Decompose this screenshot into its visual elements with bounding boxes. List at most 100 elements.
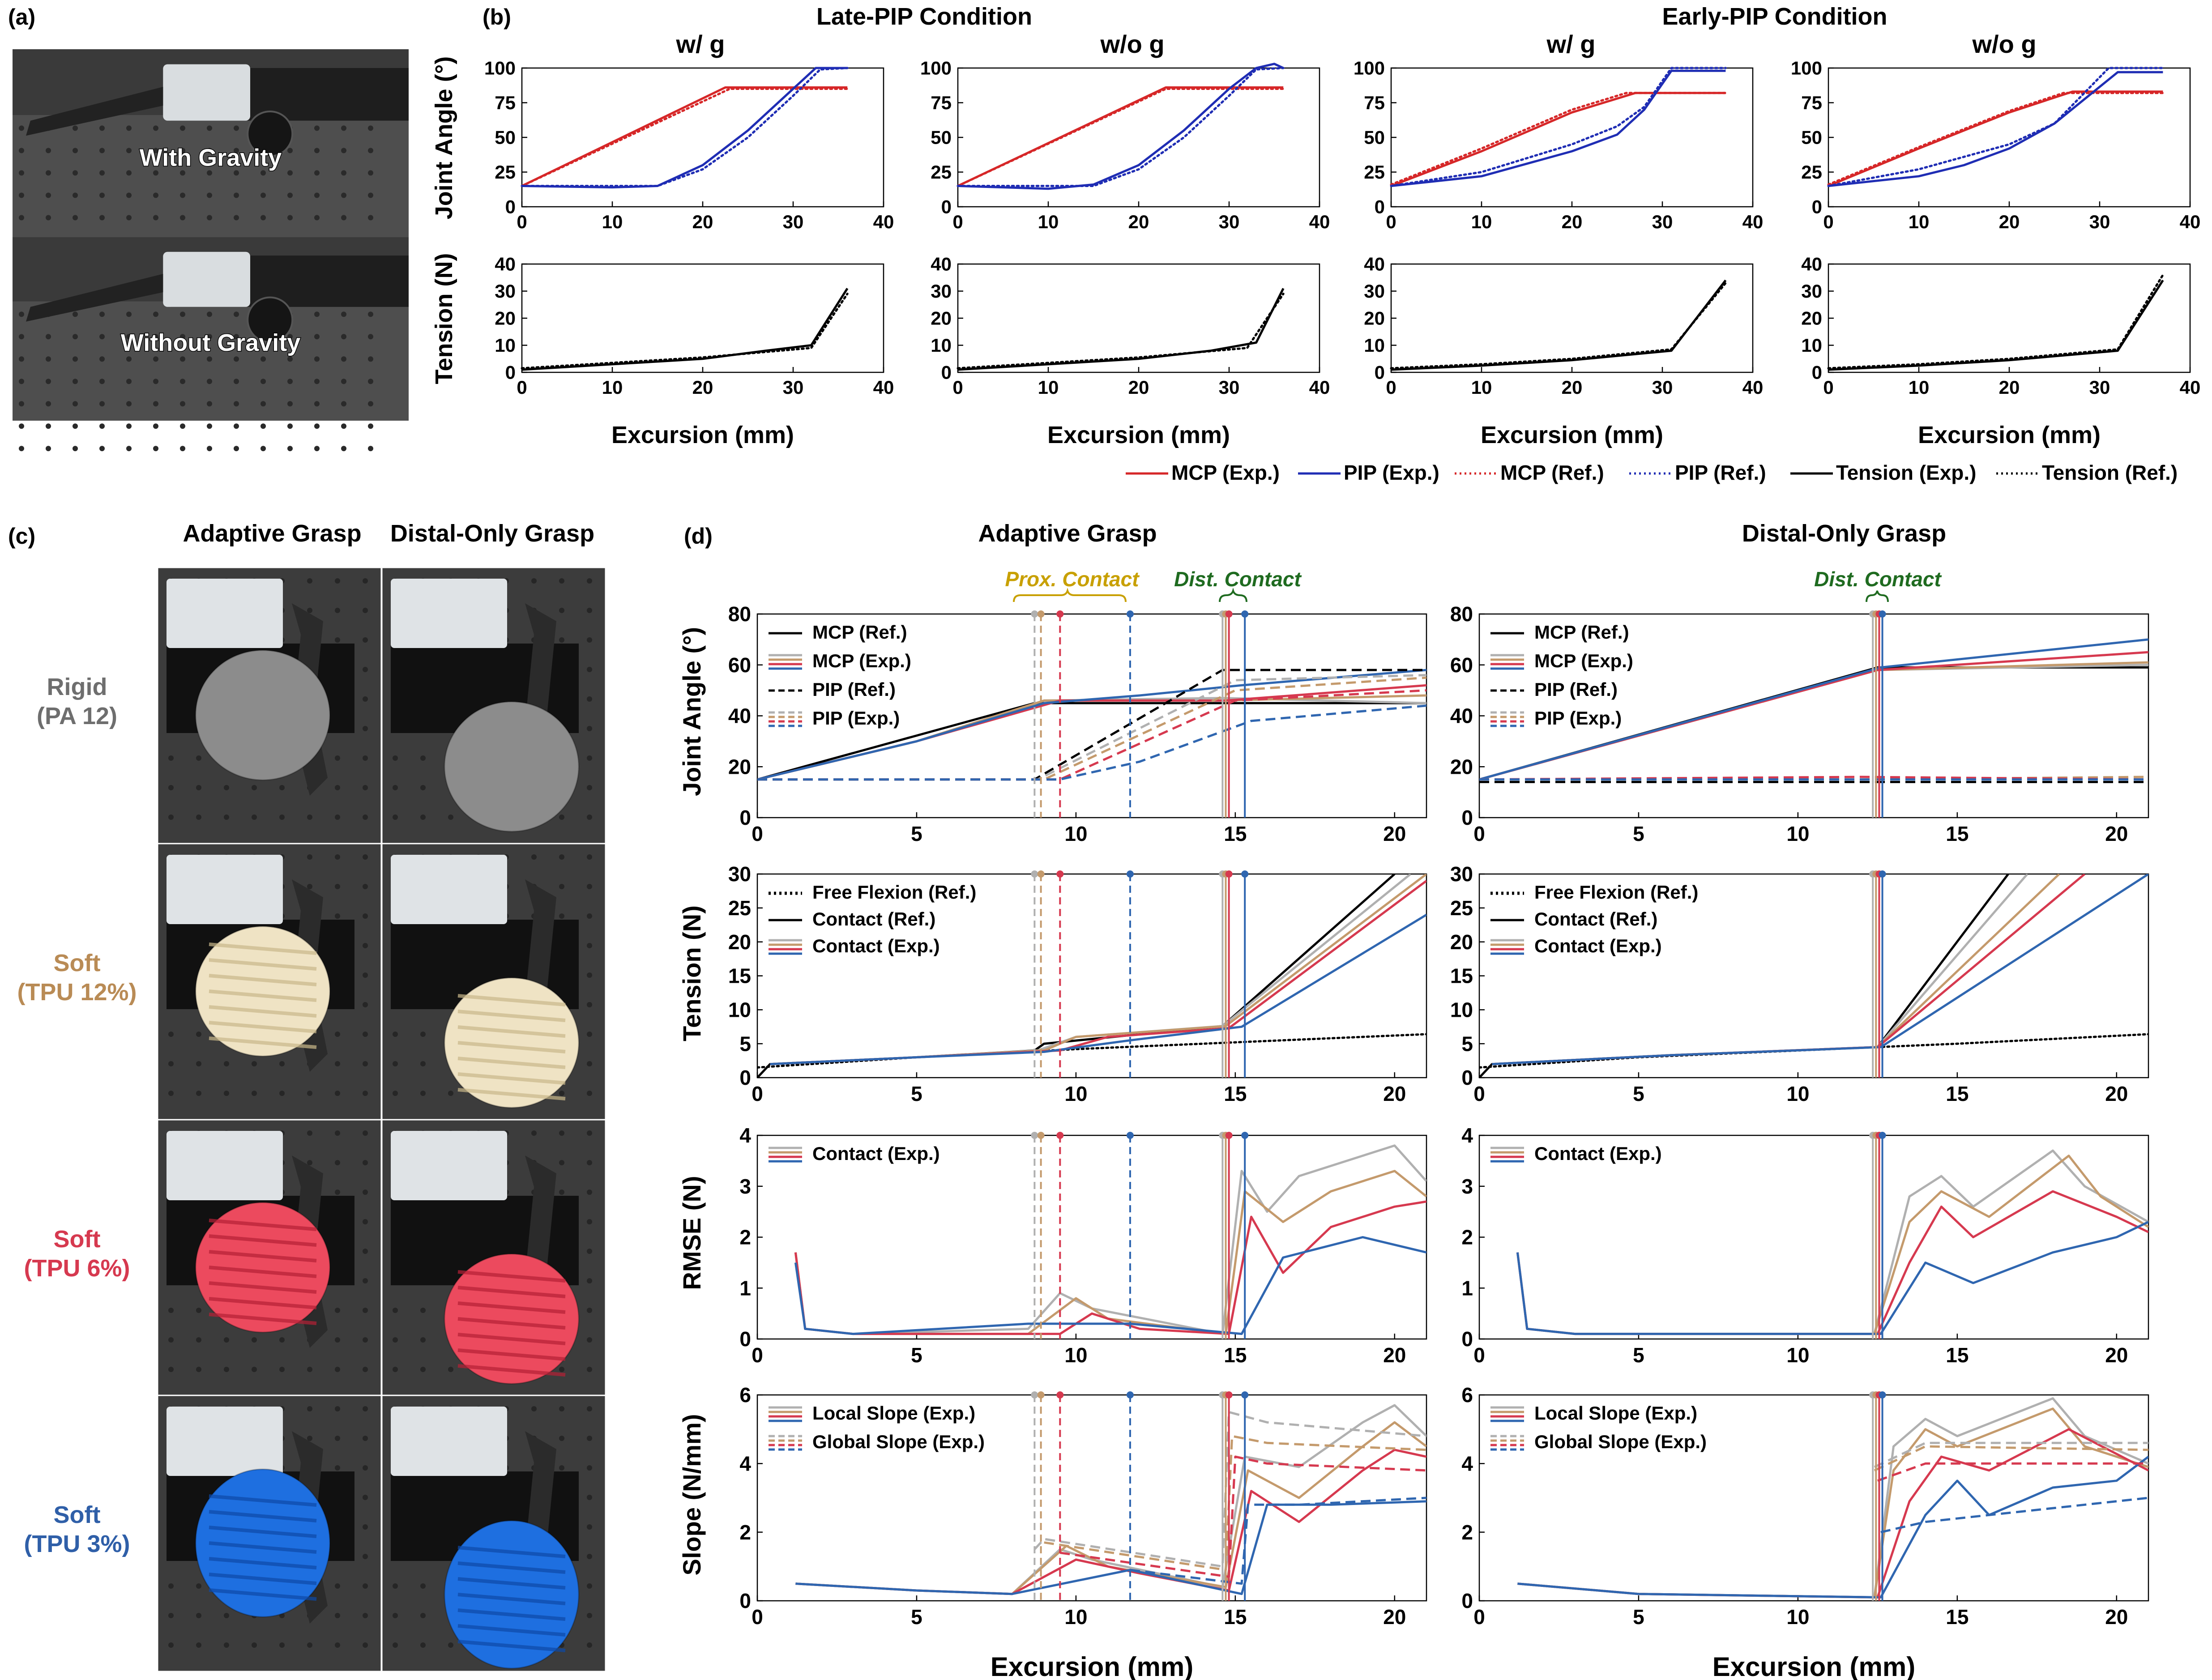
- series-line: [521, 88, 849, 187]
- series-line: [1828, 71, 2163, 187]
- x-tick-label: 20: [1383, 1343, 1406, 1367]
- table-hole: [420, 785, 426, 790]
- lattice-strand: [457, 1301, 566, 1314]
- table-hole: [153, 334, 158, 340]
- lattice-strand: [209, 1573, 317, 1585]
- contact-marker: [1241, 1391, 1249, 1399]
- table-hole: [587, 854, 592, 860]
- lattice-strand: [209, 1281, 317, 1294]
- legend-entry: Contact (Exp.): [769, 935, 940, 956]
- x-tick-label: 0: [1823, 377, 1833, 398]
- table-hole: [168, 1308, 174, 1313]
- table-hole: [393, 785, 398, 790]
- table-hole: [252, 1642, 257, 1648]
- y-tick-label: 40: [931, 254, 952, 275]
- legend-label: PIP (Exp.): [1344, 461, 1439, 484]
- table-hole: [559, 637, 564, 643]
- y-tick-label: 4: [739, 1452, 751, 1475]
- table-hole: [335, 1032, 340, 1037]
- table-hole: [363, 972, 368, 978]
- table-hole: [168, 1091, 174, 1096]
- table-hole: [559, 1091, 564, 1096]
- table-hole: [559, 814, 564, 820]
- x-tick-label: 20: [2105, 1082, 2128, 1105]
- x-tick-label: 10: [1064, 1343, 1087, 1367]
- material-label: (TPU 12%): [17, 979, 137, 1006]
- x-tick-label: 20: [1383, 1082, 1406, 1105]
- legend-entry: PIP (Exp.): [1490, 708, 1622, 729]
- series-line: [794, 1200, 1426, 1335]
- legend-entry: Contact (Ref.): [1490, 908, 1657, 930]
- series-line: [1130, 1497, 1426, 1585]
- legend-label: Tension (Ref.): [2042, 461, 2178, 484]
- table-hole: [126, 423, 132, 429]
- y-tick-label: 0: [1375, 362, 1385, 383]
- table-hole: [224, 1091, 229, 1096]
- plot-frame: [1390, 67, 1754, 208]
- table-hole: [420, 1061, 426, 1066]
- y-tick-label: 4: [1461, 1124, 1473, 1147]
- table-hole: [363, 1583, 368, 1589]
- table-hole: [99, 125, 105, 131]
- series-line: [957, 88, 1285, 187]
- table-hole: [307, 1436, 312, 1441]
- table-hole: [363, 1524, 368, 1530]
- table-hole: [196, 1061, 201, 1066]
- series-group: [794, 1144, 1426, 1335]
- x-tick-label: 20: [1999, 211, 2020, 232]
- table-hole: [287, 379, 293, 384]
- annotation-dist-contact: Dist. Contact: [1174, 567, 1302, 591]
- x-tick-label: 20: [1999, 377, 2020, 398]
- table-hole: [99, 423, 105, 429]
- series-line: [1391, 92, 1726, 187]
- y-tick-label: 25: [495, 162, 516, 183]
- table-hole: [314, 379, 320, 384]
- table-hole: [234, 423, 239, 429]
- series-line: [1516, 1190, 2148, 1335]
- table-hole: [153, 356, 158, 362]
- series-line: [521, 67, 849, 187]
- table-hole: [587, 943, 592, 948]
- table-hole: [314, 170, 320, 176]
- contact-marker: [1056, 1391, 1064, 1399]
- x-tick-label: 40: [1309, 377, 1330, 398]
- lattice-strand: [209, 1510, 317, 1522]
- series-line: [1827, 273, 2164, 370]
- x-tick-label: 20: [1383, 1605, 1406, 1629]
- y-tick-label: 30: [495, 281, 516, 302]
- y-tick-label: 20: [931, 308, 952, 329]
- table-hole: [587, 1061, 592, 1066]
- x-tick-label: 30: [2089, 377, 2110, 398]
- table-hole: [368, 170, 373, 176]
- table-hole: [368, 379, 373, 384]
- table-hole: [335, 1406, 340, 1411]
- table-hole: [335, 1337, 340, 1343]
- legend-label: MCP (Ref.): [812, 622, 907, 643]
- subplot-title: w/o g: [1972, 30, 2036, 58]
- table-hole: [559, 1130, 564, 1136]
- series-line: [1390, 92, 1727, 186]
- lattice-strand: [457, 994, 566, 1006]
- table-hole: [587, 972, 592, 978]
- series-line: [1479, 1033, 2148, 1069]
- table-hole: [368, 192, 373, 198]
- y-tick-label: 100: [484, 58, 516, 79]
- table-hole: [126, 311, 132, 317]
- table-hole: [368, 148, 373, 154]
- table-hole: [307, 578, 312, 584]
- table-hole: [363, 726, 368, 731]
- table-hole: [307, 1160, 312, 1165]
- series-line: [1516, 1149, 2148, 1335]
- table-hole: [341, 423, 346, 429]
- table-hole: [46, 192, 51, 198]
- table-hole: [335, 785, 340, 790]
- table-hole: [587, 1091, 592, 1096]
- series-line: [1874, 1445, 2148, 1471]
- table-hole: [393, 1337, 398, 1343]
- x-tick-label: 0: [1473, 1343, 1485, 1367]
- table-hole: [207, 334, 212, 340]
- table-hole: [393, 1061, 398, 1066]
- table-hole: [180, 356, 185, 362]
- table-hole: [587, 1130, 592, 1136]
- legend-label: MCP (Exp.): [812, 650, 911, 671]
